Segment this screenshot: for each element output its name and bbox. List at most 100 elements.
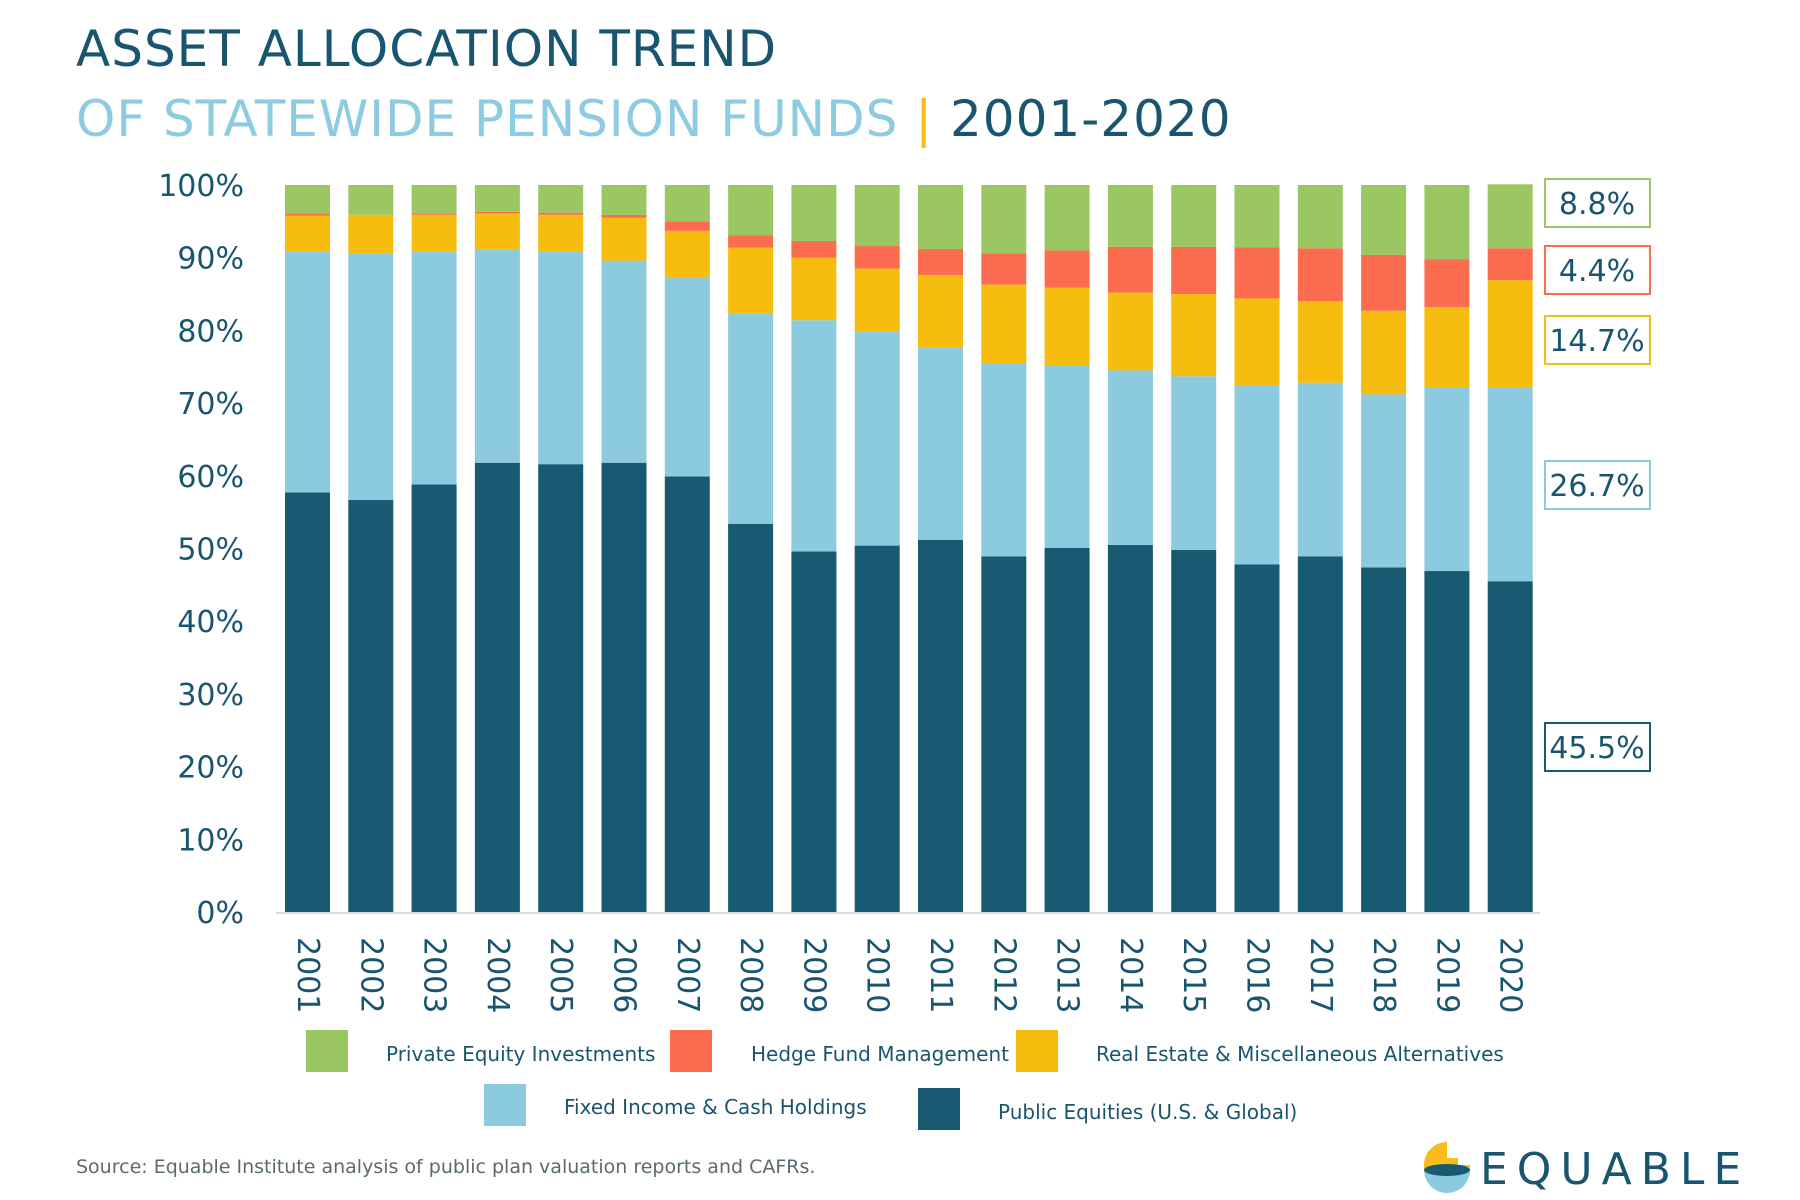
y-tick-label: 80% — [177, 314, 244, 349]
bar-segment — [728, 185, 774, 236]
x-tick-label: 2003 — [417, 937, 452, 1013]
bar-segment — [1297, 556, 1343, 912]
bar-segment — [474, 185, 520, 212]
x-tick-label: 2014 — [1113, 937, 1148, 1013]
y-tick-label: 60% — [177, 460, 244, 495]
bar-segment — [918, 275, 963, 348]
y-tick-label: 50% — [177, 533, 244, 568]
bar-segment — [1107, 246, 1153, 293]
bar-segment — [981, 363, 1027, 557]
x-tick-label: 2010 — [860, 937, 895, 1013]
bar-segment — [285, 213, 330, 216]
bar-segment — [728, 313, 774, 524]
bar-segment — [791, 257, 837, 321]
bar-segment — [411, 214, 457, 252]
bar-segment — [1044, 287, 1090, 367]
bar-segment — [918, 248, 963, 276]
bar-segment — [348, 214, 394, 254]
bar-segment — [411, 251, 457, 485]
legend-label: Private Equity Investments — [386, 1042, 655, 1066]
bar-segment — [1107, 370, 1153, 545]
bar-segment — [854, 246, 900, 269]
bar-segment — [601, 214, 647, 218]
bar-segment — [601, 185, 647, 215]
bar-segment — [474, 462, 520, 912]
end-value-label: 4.4% — [1559, 254, 1635, 289]
bar-segment — [1487, 280, 1533, 388]
x-tick-label: 2008 — [733, 937, 768, 1013]
bar-segment — [1361, 394, 1407, 568]
end-label-box — [1544, 722, 1651, 772]
chart-title: ASSET ALLOCATION TREND — [76, 20, 778, 78]
bar-segment — [1171, 185, 1217, 247]
end-value-label: 26.7% — [1549, 469, 1644, 504]
bar-segment — [1487, 581, 1533, 912]
y-tick-label: 30% — [177, 678, 244, 713]
bar-segment — [348, 185, 394, 215]
x-tick-label: 2011 — [923, 937, 958, 1013]
bar-segment — [1297, 382, 1343, 557]
bar-segment — [664, 476, 710, 912]
y-tick-label: 100% — [158, 169, 244, 204]
bar-segment — [728, 247, 774, 314]
subtitle-separator: | — [915, 90, 934, 148]
bar-segment — [664, 221, 710, 231]
legend-label: Hedge Fund Management — [751, 1042, 1009, 1066]
bar-segment — [1044, 547, 1090, 912]
bar-segment — [1361, 567, 1407, 912]
bar-segment — [728, 235, 774, 248]
bar-segment — [854, 331, 900, 546]
bar-segment — [1107, 544, 1153, 912]
bar-segment — [1044, 185, 1090, 251]
x-tick-label: 2002 — [353, 937, 388, 1013]
bar-segment — [791, 320, 837, 552]
bar-segment — [1171, 294, 1217, 377]
y-tick-label: 10% — [177, 823, 244, 858]
bar-segment — [348, 253, 394, 500]
x-tick-label: 2005 — [543, 937, 578, 1013]
bar-segment — [474, 211, 520, 214]
x-tick-label: 2015 — [1176, 937, 1211, 1013]
x-tick-label: 2017 — [1303, 937, 1338, 1013]
bar-segment — [411, 213, 457, 215]
legend-swatch — [918, 1088, 960, 1130]
legend-swatch — [306, 1030, 348, 1072]
end-label-box — [1544, 178, 1651, 228]
bar-segment — [1297, 301, 1343, 383]
bar-segment — [538, 251, 584, 465]
end-value-label: 8.8% — [1559, 187, 1635, 222]
bar-segment — [1361, 254, 1407, 311]
x-tick-label: 2009 — [796, 937, 831, 1013]
bar-segment — [1234, 298, 1280, 385]
bar-segment — [1297, 248, 1343, 302]
legend-label: Fixed Income & Cash Holdings — [564, 1095, 867, 1119]
logo-wordmark: EQUABLE — [1480, 1144, 1751, 1195]
bar-segment — [981, 284, 1027, 364]
end-label-box — [1544, 245, 1651, 295]
bar-segment — [1361, 310, 1407, 395]
bar-segment — [854, 185, 900, 247]
bar-segment — [1044, 250, 1090, 288]
bar-segment — [1487, 387, 1533, 582]
bar-segment — [981, 185, 1027, 254]
subtitle-text: OF STATEWIDE PENSION FUNDS — [76, 90, 899, 148]
end-value-label: 45.5% — [1549, 731, 1644, 766]
x-tick-label: 2006 — [607, 937, 642, 1013]
bar-segment — [1107, 185, 1153, 247]
x-tick-label: 2016 — [1240, 937, 1275, 1013]
y-tick-label: 0% — [196, 896, 244, 931]
bar-segment — [1487, 248, 1533, 281]
end-value-label: 14.7% — [1549, 324, 1644, 359]
bar-segment — [1297, 185, 1343, 249]
legend-label: Real Estate & Miscellaneous Alternatives — [1096, 1042, 1504, 1066]
bar-segment — [285, 492, 330, 912]
y-tick-label: 70% — [177, 387, 244, 422]
bar-segment — [1234, 247, 1280, 299]
bar-segment — [538, 214, 584, 252]
bar-segment — [918, 185, 963, 249]
bar-segment — [1424, 571, 1470, 912]
bar-segment — [1424, 185, 1470, 260]
bar-segment — [1234, 185, 1280, 248]
y-tick-label: 90% — [177, 242, 244, 277]
legend-swatch — [670, 1030, 712, 1072]
